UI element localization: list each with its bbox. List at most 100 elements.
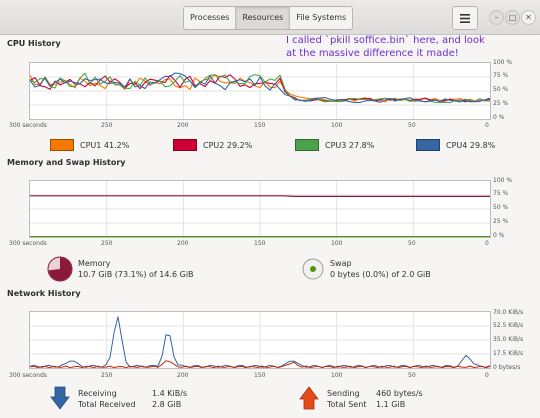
y-tick-label: 50 % xyxy=(493,204,509,211)
x-tick-label: 200 xyxy=(177,122,189,129)
swap-pie-chart[interactable] xyxy=(302,258,324,280)
swap-info: Swap 0 bytes (0.0%) of 2.0 GiB xyxy=(330,258,431,280)
x-tick-label: 100 xyxy=(331,122,343,129)
network-history-graph xyxy=(29,311,491,369)
x-tick-label: 250 xyxy=(101,122,113,129)
total-sent-value: 1.1 GiB xyxy=(376,400,406,409)
swap-label: Swap xyxy=(330,259,352,268)
receiving-label: Receiving xyxy=(78,389,117,398)
cpu2-color-swatch[interactable] xyxy=(173,139,197,151)
cpu4-legend: CPU4 29.8% xyxy=(416,139,495,151)
memory-pie-chart[interactable] xyxy=(47,256,73,282)
cpu2-legend: CPU2 29.2% xyxy=(173,139,252,151)
sending-line xyxy=(30,360,490,368)
tab-file-systems[interactable]: File Systems xyxy=(296,13,347,22)
network-x-axis: 300 seconds 250 200 150 100 50 0 xyxy=(0,372,540,382)
memory-value: 10.7 GiB (73.1%) of 14.6 GiB xyxy=(78,270,194,279)
cpu1-label: CPU1 xyxy=(80,140,102,150)
x-tick-label: 100 xyxy=(331,372,343,379)
cpu4-value: 29.8% xyxy=(469,140,496,150)
memory-history-graph xyxy=(29,180,491,238)
x-tick-label: 250 xyxy=(101,240,113,247)
memory-history-title: Memory and Swap History xyxy=(7,158,126,167)
total-sent-label: Total Sent xyxy=(327,400,367,409)
cpu4-label: CPU4 xyxy=(446,140,468,150)
y-tick-label: 0 bytes/s xyxy=(493,364,521,371)
menu-button[interactable] xyxy=(452,6,478,30)
x-tick-label: 0 xyxy=(485,240,489,247)
cpu1-color-swatch[interactable] xyxy=(50,139,74,151)
memory-y-axis: 100 % 75 % 50 % 25 % 0 % xyxy=(493,177,538,241)
receiving-values: 1.4 KiB/s 2.8 GiB xyxy=(152,388,187,410)
minimize-button[interactable]: – xyxy=(489,10,504,25)
y-tick-label: 50 % xyxy=(493,86,509,93)
swap-value: 0 bytes (0.0%) of 2.0 GiB xyxy=(330,270,431,279)
sending-value: 460 bytes/s xyxy=(376,389,423,398)
cpu2-label: CPU2 xyxy=(203,140,225,150)
annotation-text: I called `pkill soffice.bin` here, and l… xyxy=(286,35,485,59)
cpu3-value: 27.8% xyxy=(348,140,375,150)
receiving-arrow-icon[interactable] xyxy=(50,386,70,410)
x-tick-label: 300 seconds xyxy=(9,122,47,129)
y-tick-label: 35.0 KiB/s xyxy=(493,336,524,343)
tab-processes[interactable]: Processes xyxy=(184,7,237,29)
cpu3-line xyxy=(30,72,490,104)
x-tick-label: 50 xyxy=(408,122,416,129)
x-tick-label: 50 xyxy=(408,240,416,247)
y-tick-label: 75 % xyxy=(493,72,509,79)
cpu-history-graph xyxy=(29,62,491,120)
y-tick-label: 70.0 KiB/s xyxy=(493,309,524,316)
network-history-title: Network History xyxy=(7,289,81,298)
cpu1-legend: CPU1 41.2% xyxy=(50,139,129,151)
y-tick-label: 17.5 KiB/s xyxy=(493,350,524,357)
x-tick-label: 150 xyxy=(254,372,266,379)
y-tick-label: 100 % xyxy=(493,177,513,184)
x-tick-label: 250 xyxy=(101,372,113,379)
y-tick-label: 0 % xyxy=(493,232,505,239)
receiving-labels: Receiving Total Received xyxy=(78,388,138,410)
view-switcher: Processes Resources File Systems xyxy=(183,6,354,30)
sending-arrow-icon[interactable] xyxy=(299,386,319,410)
y-tick-label: 25 % xyxy=(493,100,509,107)
y-tick-label: 25 % xyxy=(493,218,509,225)
y-tick-label: 0 % xyxy=(493,114,505,121)
cpu3-label: CPU3 xyxy=(325,140,347,150)
cpu-history-title: CPU History xyxy=(7,39,61,48)
network-y-axis: 70.0 KiB/s 52.5 KiB/s 35.0 KiB/s 17.5 Ki… xyxy=(493,309,540,373)
cpu2-value: 29.2% xyxy=(226,140,253,150)
cpu4-line xyxy=(30,72,490,103)
x-tick-label: 150 xyxy=(254,122,266,129)
x-tick-label: 0 xyxy=(485,372,489,379)
cpu4-color-swatch[interactable] xyxy=(416,139,440,151)
y-tick-label: 100 % xyxy=(493,59,513,66)
x-tick-label: 150 xyxy=(254,240,266,247)
sending-values: 460 bytes/s 1.1 GiB xyxy=(376,388,423,410)
sending-label: Sending xyxy=(327,389,360,398)
x-tick-label: 100 xyxy=(331,240,343,247)
x-tick-label: 300 seconds xyxy=(9,240,47,247)
close-button[interactable]: ✕ xyxy=(521,10,536,25)
memory-pie-slice xyxy=(48,257,72,281)
x-tick-label: 0 xyxy=(485,122,489,129)
total-received-label: Total Received xyxy=(78,400,136,409)
x-tick-label: 50 xyxy=(408,372,416,379)
cpu3-legend: CPU3 27.8% xyxy=(295,139,374,151)
hamburger-icon xyxy=(460,13,470,23)
sending-labels: Sending Total Sent xyxy=(327,388,377,410)
memory-x-axis: 300 seconds 250 200 150 100 50 0 xyxy=(0,240,540,250)
x-tick-label: 300 seconds xyxy=(9,372,47,379)
memory-label: Memory xyxy=(78,259,111,268)
maximize-button[interactable]: □ xyxy=(505,10,520,25)
y-tick-label: 52.5 KiB/s xyxy=(493,322,524,329)
tab-resources[interactable]: Resources xyxy=(236,7,291,29)
cpu3-color-swatch[interactable] xyxy=(295,139,319,151)
memory-line xyxy=(30,195,490,197)
cpu-y-axis: 100 % 75 % 50 % 25 % 0 % xyxy=(493,59,538,123)
cpu1-value: 41.2% xyxy=(103,140,130,150)
total-received-value: 2.8 GiB xyxy=(152,400,182,409)
memory-info: Memory 10.7 GiB (73.1%) of 14.6 GiB xyxy=(78,258,194,280)
y-tick-label: 75 % xyxy=(493,190,509,197)
cpu-x-axis: 300 seconds 250 200 150 100 50 0 xyxy=(0,122,540,132)
x-tick-label: 200 xyxy=(177,372,189,379)
x-tick-label: 200 xyxy=(177,240,189,247)
